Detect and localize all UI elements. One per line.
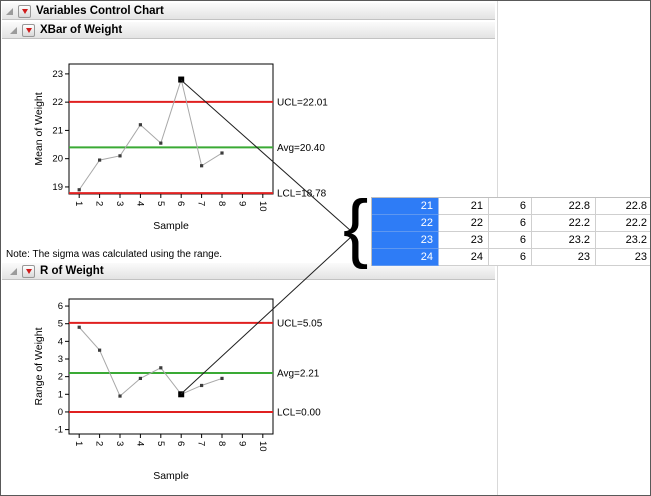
svg-text:22: 22 [52,97,63,108]
svg-text:19: 19 [52,182,63,193]
table-cell[interactable]: 6 [489,198,532,215]
svg-text:10: 10 [257,201,268,212]
svg-text:6: 6 [175,441,186,446]
red-triangle-menu-button[interactable] [18,4,31,18]
table-row: 24 24 6 23 23 [372,249,650,266]
row-number-cell[interactable]: 24 [372,249,439,266]
row-number-cell[interactable]: 21 [372,198,439,215]
svg-text:UCL=22.01: UCL=22.01 [277,97,328,108]
table-cell[interactable]: 22.8 [532,198,596,215]
outline-title: Variables Control Chart [36,5,164,17]
svg-text:3: 3 [114,201,125,206]
svg-text:8: 8 [216,201,227,206]
data-table-fragment: 21 21 6 22.8 22.8 22 22 6 22.2 22.2 23 2… [371,197,650,266]
svg-text:1: 1 [73,201,84,206]
table-cell[interactable]: 6 [489,232,532,249]
table-cell[interactable]: 24 [439,249,489,266]
svg-text:4: 4 [58,336,63,347]
row-number-cell[interactable]: 22 [372,215,439,232]
row-number-cell[interactable]: 23 [372,232,439,249]
disclosure-triangle-icon[interactable] [10,267,17,275]
svg-text:LCL=18.78: LCL=18.78 [277,189,327,200]
svg-text:0: 0 [58,407,63,418]
table-cell[interactable]: 23 [439,232,489,249]
table-cell[interactable]: 23.2 [532,232,596,249]
table-row: 21 21 6 22.8 22.8 [372,198,650,215]
svg-text:Mean of Weight: Mean of Weight [33,92,45,165]
red-triangle-menu-button[interactable] [22,23,35,37]
red-triangle-icon [25,27,32,33]
svg-text:7: 7 [196,441,207,446]
svg-text:2: 2 [94,441,105,446]
r-control-chart[interactable]: UCL=5.05 Avg=2.21 LCL=0.00 -1 0 1 2 3 4 5 6 1 2 3 4 5 6 7… [31,291,371,496]
table-cell[interactable]: 23 [532,249,596,266]
table-cell[interactable]: 23.2 [596,232,650,249]
red-triangle-icon [21,8,28,14]
svg-text:-1: -1 [55,425,63,436]
table-cell[interactable]: 22.2 [532,215,596,232]
outline-header-xbar-of-weight: XBar of Weight [2,22,495,39]
svg-text:LCL=0.00: LCL=0.00 [277,407,321,418]
svg-text:UCL=5.05: UCL=5.05 [277,318,323,329]
red-triangle-menu-button[interactable] [22,264,35,278]
svg-text:8: 8 [216,441,227,446]
svg-text:3: 3 [114,441,125,446]
svg-text:6: 6 [58,301,63,312]
svg-text:4: 4 [134,201,145,206]
svg-text:9: 9 [236,441,247,446]
svg-text:1: 1 [58,389,63,400]
outline-title: XBar of Weight [40,24,123,36]
svg-text:Sample: Sample [153,220,189,232]
table-row: 22 22 6 22.2 22.2 [372,215,650,232]
disclosure-triangle-icon[interactable] [10,26,17,34]
table-cell[interactable]: 23 [596,249,650,266]
svg-text:23: 23 [52,69,63,80]
svg-text:20: 20 [52,154,63,165]
svg-text:21: 21 [52,125,63,136]
table-cell[interactable]: 6 [489,249,532,266]
svg-text:Avg=20.40: Avg=20.40 [277,143,325,154]
svg-text:10: 10 [257,441,268,452]
svg-text:5: 5 [155,201,166,206]
sigma-note: Note: The sigma was calculated using the… [6,249,223,260]
svg-text:5: 5 [58,319,63,330]
svg-text:2: 2 [94,201,105,206]
svg-text:3: 3 [58,354,63,365]
svg-text:9: 9 [236,201,247,206]
svg-text:1: 1 [73,441,84,446]
table-cell[interactable]: 6 [489,215,532,232]
svg-text:7: 7 [196,201,207,206]
svg-text:Sample: Sample [153,470,189,482]
table-cell[interactable]: 22 [439,215,489,232]
svg-text:Avg=2.21: Avg=2.21 [277,368,320,379]
svg-text:4: 4 [134,441,145,446]
svg-text:2: 2 [58,372,63,383]
red-triangle-icon [25,268,32,274]
table-cell[interactable]: 22.8 [596,198,650,215]
table-cell[interactable]: 21 [439,198,489,215]
table-row: 23 23 6 23.2 23.2 [372,232,650,249]
disclosure-triangle-icon[interactable] [6,7,13,15]
svg-text:Range of Weight: Range of Weight [33,327,45,405]
svg-text:6: 6 [175,201,186,206]
table-cell[interactable]: 22.2 [596,215,650,232]
svg-text:5: 5 [155,441,166,446]
outline-header-variables-control-chart: Variables Control Chart [2,3,495,20]
outline-title: R of Weight [40,265,104,277]
